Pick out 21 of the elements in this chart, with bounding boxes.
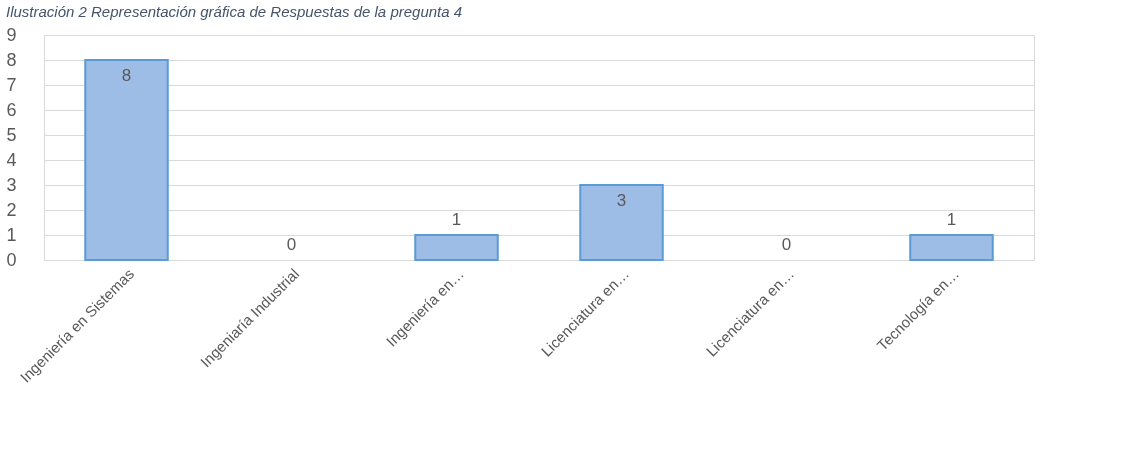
y-tick-label: 5 (6, 124, 17, 145)
y-tick-label: 0 (6, 249, 17, 270)
y-tick-label: 3 (6, 174, 17, 195)
bar (579, 184, 664, 261)
y-tick-label: 1 (6, 224, 17, 245)
data-label: 0 (286, 235, 297, 254)
y-tick-label: 2 (6, 199, 17, 220)
chart-title: Ilustración 2 Representación gráfica de Respuestas de la pregunta 4 (5, 3, 463, 20)
y-tick-label: 4 (6, 149, 17, 170)
y-tick-label: 6 (6, 99, 17, 120)
data-label: 1 (451, 210, 462, 229)
data-label: 3 (616, 191, 627, 211)
data-label: 0 (781, 235, 792, 254)
y-tick-label: 9 (6, 24, 17, 45)
bar (414, 234, 499, 261)
bar (84, 59, 169, 261)
data-label: 8 (121, 66, 132, 86)
y-tick-label: 8 (6, 49, 17, 70)
y-tick-label: 7 (6, 74, 17, 95)
bar (909, 234, 994, 261)
data-label: 1 (946, 210, 957, 229)
